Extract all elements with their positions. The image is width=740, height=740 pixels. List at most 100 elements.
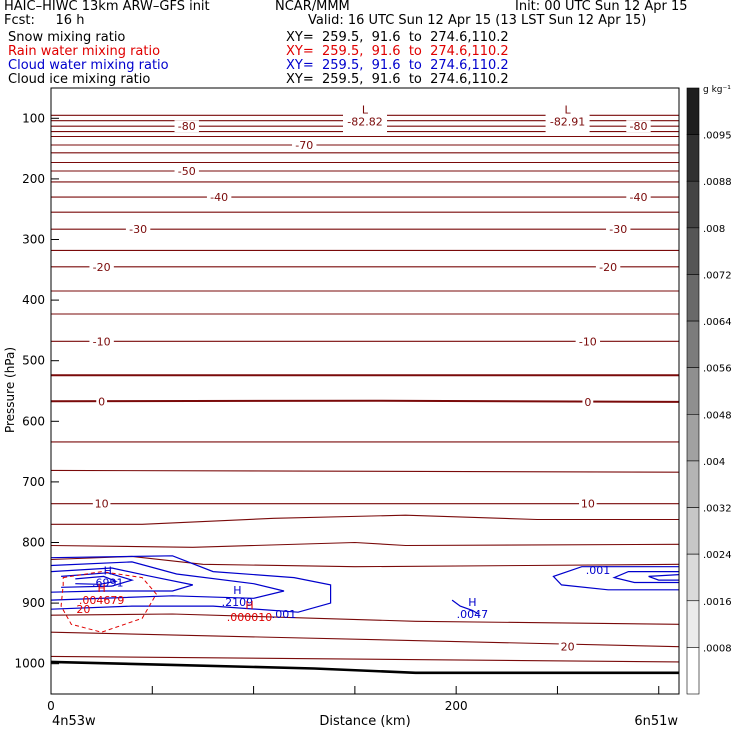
x-tick-label-0: 0 <box>47 699 55 713</box>
colorbar-box-2 <box>686 180 700 229</box>
temperature-contour-label-5: -40 <box>629 191 647 204</box>
low-value-0: -82.82 <box>347 115 382 128</box>
temperature-contour-label-14-bg <box>92 497 111 510</box>
colorbar-label-5: .0056 <box>703 364 732 375</box>
rain-water-contours <box>60 571 157 633</box>
high-value-6: .0047 <box>457 608 489 621</box>
colorbar-label-1: .0088 <box>703 177 732 188</box>
y-tick-label-400: 400 <box>22 293 45 307</box>
field-name-cloud-water: Cloud water mixing ratio <box>8 58 169 73</box>
temperature-contour-21 <box>50 469 680 473</box>
low-value-1: -82.91 <box>550 115 585 128</box>
org-label: NCAR/MMM <box>275 0 350 14</box>
right-endpoint-label: 6n51w <box>634 714 678 729</box>
colorbar-label-4: .0064 <box>703 317 732 328</box>
high-value-5: .000010 <box>227 611 273 624</box>
temperature-contour-23 <box>51 514 679 525</box>
cloud-water-contour-right-2 <box>648 574 680 581</box>
high-value-3: .004679 <box>79 594 125 607</box>
field-xy-cloud-ice: XY= 259.5, 91.6 to 274.6,110.2 <box>286 72 509 87</box>
temperature-contour-label-15: 10 <box>581 498 595 511</box>
temperature-contour-label-1-bg <box>626 120 651 133</box>
colorbar-box-6 <box>686 367 700 415</box>
temperature-contour-label-10-bg <box>89 335 114 348</box>
cloud-water-contour-left-2 <box>50 567 193 593</box>
colorbar-box-4 <box>686 274 700 322</box>
colorbar-box-10 <box>686 553 700 602</box>
temperature-contour-label-13-bg <box>582 395 594 408</box>
colorbar: .0095 .0088 .008 .0072 .0064 .0056 .0048 .004 .0… <box>686 85 732 695</box>
colorbar-label-8: .0032 <box>703 504 732 515</box>
y-tick-label-800: 800 <box>22 536 45 550</box>
high-symbol-5: H <box>245 599 253 612</box>
high-symbol-3: H <box>98 582 106 595</box>
colorbar-label-0: .0095 <box>703 131 732 142</box>
high-symbol-2: H <box>104 565 112 578</box>
temperature-contour-label-16-bg <box>558 640 577 653</box>
colorbar-box-5 <box>686 320 700 368</box>
temperature-contour-label-9-bg <box>595 260 621 273</box>
temperature-contour-label-12: 0 <box>98 395 105 408</box>
surface-line <box>50 660 679 675</box>
temperature-contour-label-6-bg <box>125 223 151 236</box>
high-symbol-4: H <box>233 584 241 597</box>
colorbar-box-0 <box>686 87 700 135</box>
temperature-contour-26 <box>50 613 680 625</box>
surface-line-path <box>50 660 679 675</box>
temperature-contour-label-5-bg <box>626 191 651 204</box>
init-time: Init: 00 UTC Sun 12 Apr 15 <box>515 0 688 14</box>
colorbar-box-12 <box>686 647 700 695</box>
temperature-contour-label-10: -10 <box>93 335 111 348</box>
temperature-contour-label-6: -30 <box>129 223 147 236</box>
temperature-contours <box>50 114 680 663</box>
temperature-contour-label-14: 10 <box>95 498 109 511</box>
y-tick-label-1000: 1000 <box>14 657 45 671</box>
temperature-contour-label-7-bg <box>606 223 631 236</box>
colorbar-box-1 <box>686 134 700 182</box>
y-tick-label-300: 300 <box>22 233 45 247</box>
left-endpoint-label: 4n53w <box>52 714 96 729</box>
low-marker-bg-0 <box>343 101 387 134</box>
temperature-contour-label-15-bg <box>579 497 597 510</box>
y-tick-label-100: 100 <box>22 111 45 125</box>
temperature-contour-label-12-bg <box>96 395 108 408</box>
cloud-water-contour-small <box>451 599 479 615</box>
field-name-snow: Snow mixing ratio <box>8 30 126 45</box>
rain-water-contour <box>60 571 157 633</box>
rain-water-label-0: 20 <box>76 603 90 616</box>
valid-time: Valid: 16 UTC Sun 12 Apr 15 (13 LST Sun … <box>308 13 647 28</box>
temperature-contour-label-4-bg <box>206 191 232 204</box>
temperature-contour-label-4: -40 <box>210 191 228 204</box>
temperature-contour-label-3-bg <box>174 165 199 178</box>
cloud-water-label-1: .001 <box>586 564 611 577</box>
y-tick-label-600: 600 <box>22 414 45 428</box>
colorbar-box-7 <box>686 414 700 462</box>
cloud-water-contour-right-1 <box>612 571 679 584</box>
cloud-water-label-0: .001 <box>272 608 297 621</box>
temperature-contour-label-11-bg <box>575 335 601 348</box>
colorbar-box-3 <box>686 227 700 275</box>
x-tick-label-200: 200 <box>445 699 468 713</box>
colorbar-label-6: .0048 <box>703 410 732 421</box>
cloud-water-contour-left-0 <box>50 555 332 613</box>
y-tick-label-900: 900 <box>22 596 45 610</box>
y-tick-label-200: 200 <box>22 172 45 186</box>
field-xy-cloud-water: XY= 259.5, 91.6 to 274.6,110.2 <box>286 58 509 73</box>
colorbar-label-11: .0008 <box>703 643 732 654</box>
colorbar-label-10: .0016 <box>703 597 732 608</box>
colorbar-label-9: .0024 <box>703 550 732 561</box>
plot-frame <box>50 87 680 695</box>
temperature-contour-label-9: -20 <box>599 261 617 274</box>
field-name-cloud-ice: Cloud ice mixing ratio <box>8 72 151 87</box>
contour-labels: -80 -80 -70 -50 -40 -40 -30 -30 -20 -20 -10 -10 0 0 10… <box>76 101 651 654</box>
x-axis-label: Distance (km) <box>319 714 410 729</box>
temperature-contour-28 <box>50 655 680 663</box>
colorbar-unit: g kg⁻¹ <box>703 85 731 95</box>
low-symbol-0: L <box>362 103 369 116</box>
temperature-contour-label-7: -30 <box>609 223 627 236</box>
cloud-water-contour-left-3 <box>61 572 135 588</box>
colorbar-box-8 <box>686 460 700 508</box>
colorbar-box-9 <box>686 507 700 555</box>
